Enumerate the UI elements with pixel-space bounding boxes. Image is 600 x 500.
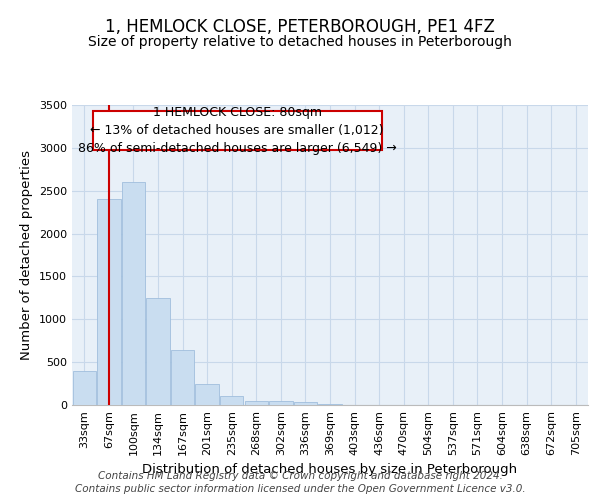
Text: 1, HEMLOCK CLOSE, PETERBOROUGH, PE1 4FZ: 1, HEMLOCK CLOSE, PETERBOROUGH, PE1 4FZ [105, 18, 495, 36]
Text: Contains HM Land Registry data © Crown copyright and database right 2024.
Contai: Contains HM Land Registry data © Crown c… [74, 471, 526, 494]
Text: 1 HEMLOCK CLOSE: 80sqm
← 13% of detached houses are smaller (1,012)
86% of semi-: 1 HEMLOCK CLOSE: 80sqm ← 13% of detached… [78, 106, 397, 155]
FancyBboxPatch shape [92, 111, 382, 150]
Bar [319, 404, 341, 405]
Bar [196, 384, 219, 405]
Bar [146, 298, 170, 405]
Bar [294, 402, 317, 405]
Bar [171, 350, 194, 405]
Bar [122, 182, 145, 405]
X-axis label: Distribution of detached houses by size in Peterborough: Distribution of detached houses by size … [142, 463, 518, 476]
Y-axis label: Number of detached properties: Number of detached properties [20, 150, 34, 360]
Bar [245, 400, 268, 405]
Bar [220, 396, 244, 405]
Bar [269, 400, 293, 405]
Bar [73, 370, 96, 405]
Text: Size of property relative to detached houses in Peterborough: Size of property relative to detached ho… [88, 35, 512, 49]
Bar [97, 200, 121, 405]
